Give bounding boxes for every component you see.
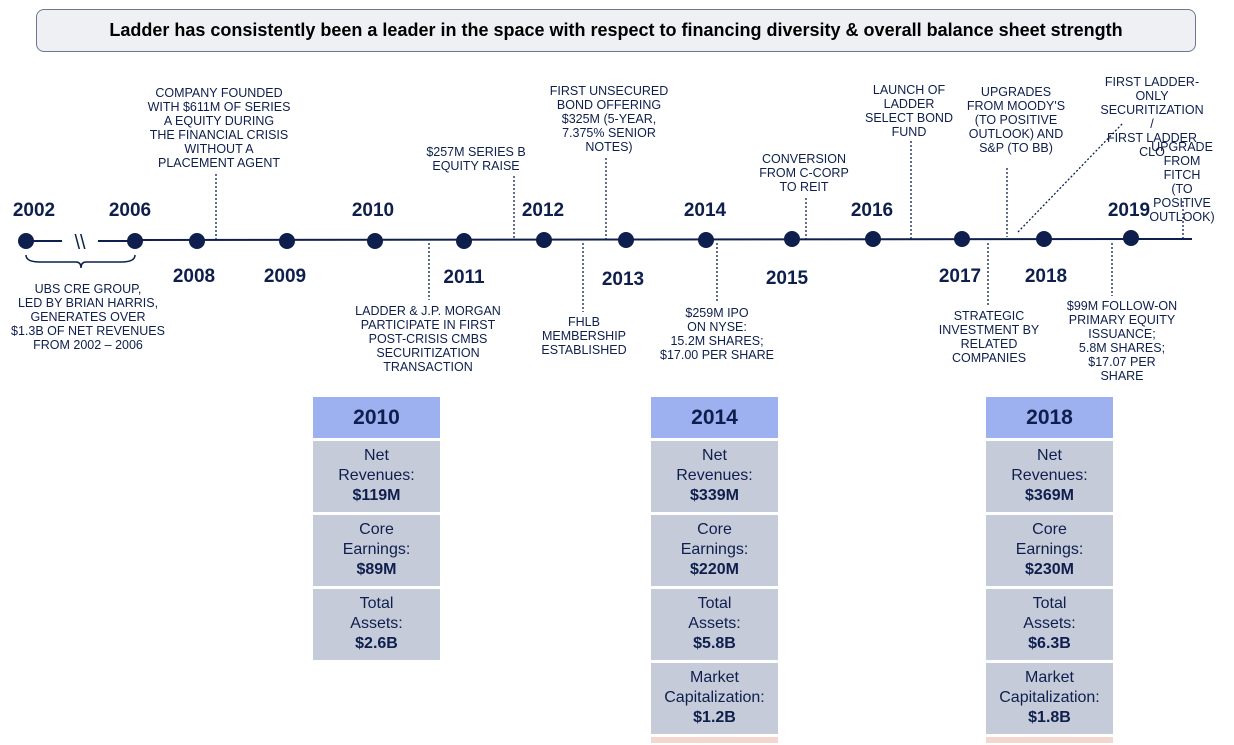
metric-net-revenues: Net Revenues: $339M bbox=[651, 441, 778, 512]
card-year: 2010 bbox=[313, 397, 440, 438]
metric-value: $89M bbox=[356, 561, 397, 578]
metric-net-revenues: Net Revenues: $369M bbox=[986, 441, 1113, 512]
event-ipo: $259M IPO ON NYSE: 15.2M SHARES; $17.00 … bbox=[660, 306, 774, 362]
timeline-main-line bbox=[134, 238, 1193, 241]
metric-net-revenues: Net Revenues: $119M bbox=[313, 441, 440, 512]
year-markers bbox=[18, 230, 1139, 249]
event-unsecured-bond: FIRST UNSECURED BOND OFFERING $325M (5-Y… bbox=[549, 84, 669, 154]
metric-value: $5.8B bbox=[693, 635, 736, 652]
year-label-2014: 2014 bbox=[683, 200, 727, 221]
metric-label: Total Assets: bbox=[1023, 595, 1076, 632]
event-bond-fund: LAUNCH OF LADDER SELECT BOND FUND bbox=[865, 83, 953, 139]
metric-label: Net Revenues: bbox=[676, 447, 753, 484]
year-label-2002: 2002 bbox=[12, 200, 56, 221]
node-2008 bbox=[189, 233, 205, 249]
metric-core-earnings: Core Earnings: $230M bbox=[986, 515, 1113, 586]
node-2013 bbox=[618, 232, 634, 248]
metric-total-assets: Total Assets: $5.8B bbox=[651, 589, 778, 660]
node-2011 bbox=[456, 233, 472, 249]
metrics-card-2010: 2010 Net Revenues: $119M Core Earnings: … bbox=[313, 397, 440, 660]
year-label-2015: 2015 bbox=[765, 268, 809, 289]
event-series-b: $257M SERIES B EQUITY RAISE bbox=[426, 145, 526, 173]
year-label-2018: 2018 bbox=[1024, 266, 1068, 287]
node-2012 bbox=[536, 232, 552, 248]
node-2010 bbox=[367, 233, 383, 249]
timeline-break-mark: \\ bbox=[74, 232, 86, 254]
metric-value: $119M bbox=[352, 487, 401, 504]
card-year: 2014 bbox=[651, 397, 778, 438]
node-2019 bbox=[1123, 230, 1139, 246]
node-2002 bbox=[18, 233, 34, 249]
metric-label: Market Capitalization: bbox=[664, 669, 765, 706]
leader-2018-clo bbox=[1017, 122, 1124, 233]
metric-core-earnings: Core Earnings: $89M bbox=[313, 515, 440, 586]
event-reit-conversion: CONVERSION FROM C-CORP TO REIT bbox=[759, 152, 849, 194]
year-label-2008: 2008 bbox=[172, 266, 216, 287]
node-2018 bbox=[1036, 231, 1052, 247]
period-brace bbox=[25, 254, 136, 269]
metric-label: Market Capitalization: bbox=[999, 669, 1100, 706]
metric-label: Net Revenues: bbox=[338, 447, 415, 484]
metrics-card-2018: 2018 Net Revenues: $369M Core Earnings: … bbox=[986, 397, 1113, 743]
event-rating-upgrades: UPGRADES FROM MOODY'S (TO POSITIVE OUTLO… bbox=[966, 85, 1066, 155]
year-label-2010: 2010 bbox=[351, 200, 395, 221]
metric-label: Core Earnings: bbox=[1015, 521, 1084, 558]
metric-label: Core Earnings: bbox=[342, 521, 411, 558]
node-2014 bbox=[698, 232, 714, 248]
event-fitch-upgrade: UPGRADE FROM FITCH (TO POSITIVE OUTLOOK) bbox=[1149, 140, 1215, 224]
event-first-cmbs: LADDER & J.P. MORGAN PARTICIPATE IN FIRS… bbox=[355, 304, 501, 374]
metric-label: Total Assets: bbox=[688, 595, 741, 632]
metric-label: Net Revenues: bbox=[1011, 447, 1088, 484]
node-2017 bbox=[954, 231, 970, 247]
year-label-2017: 2017 bbox=[938, 266, 982, 287]
headline-text: Ladder has consistently been a leader in… bbox=[109, 20, 1123, 40]
year-label-2009: 2009 bbox=[263, 266, 307, 287]
metric-value: $369M bbox=[1025, 487, 1074, 504]
node-2006 bbox=[127, 233, 143, 249]
event-related-investment: STRATEGIC INVESTMENT BY RELATED COMPANIE… bbox=[938, 309, 1040, 365]
metric-label: Core Earnings: bbox=[680, 521, 749, 558]
metric-value: $2.6B bbox=[355, 635, 398, 652]
metrics-card-2014: 2014 Net Revenues: $339M Core Earnings: … bbox=[651, 397, 778, 743]
metric-total-assets: Total Assets: $6.3B bbox=[986, 589, 1113, 660]
year-label-2011: 2011 bbox=[443, 267, 485, 288]
year-label-2006: 2006 bbox=[108, 200, 152, 221]
card-footer-strip bbox=[986, 737, 1113, 743]
metric-value: $6.3B bbox=[1028, 635, 1071, 652]
metric-label: Total Assets: bbox=[350, 595, 403, 632]
event-company-founded: COMPANY FOUNDED WITH $611M OF SERIES A E… bbox=[147, 86, 291, 170]
metric-core-earnings: Core Earnings: $220M bbox=[651, 515, 778, 586]
node-2016 bbox=[865, 231, 881, 247]
year-label-2016: 2016 bbox=[850, 200, 894, 221]
metric-value: $220M bbox=[690, 561, 739, 578]
metric-value: $230M bbox=[1025, 561, 1074, 578]
event-ladder-clo: FIRST LADDER-ONLY SECURITIZATION / FIRST… bbox=[1100, 75, 1204, 159]
year-label-2012: 2012 bbox=[521, 200, 565, 221]
metric-value: $1.2B bbox=[693, 709, 736, 726]
card-footer-strip bbox=[651, 737, 778, 743]
metric-market-cap: Market Capitalization: $1.2B bbox=[651, 663, 778, 734]
metric-total-assets: Total Assets: $2.6B bbox=[313, 589, 440, 660]
event-leaders bbox=[215, 122, 1184, 312]
node-2009 bbox=[279, 233, 295, 249]
event-ubs-group: UBS CRE GROUP, LED BY BRIAN HARRIS, GENE… bbox=[11, 282, 165, 352]
node-2015 bbox=[784, 231, 800, 247]
metric-value: $339M bbox=[690, 487, 739, 504]
year-label-2019: 2019 bbox=[1107, 200, 1151, 221]
headline-banner: Ladder has consistently been a leader in… bbox=[36, 9, 1196, 52]
metric-market-cap: Market Capitalization: $1.8B bbox=[986, 663, 1113, 734]
event-follow-on: $99M FOLLOW-ON PRIMARY EQUITY ISSUANCE; … bbox=[1066, 299, 1178, 383]
year-label-2013: 2013 bbox=[601, 269, 645, 290]
card-year: 2018 bbox=[986, 397, 1113, 438]
metric-value: $1.8B bbox=[1028, 709, 1071, 726]
timeline-axis: \\ bbox=[18, 122, 1193, 312]
event-fhlb: FHLB MEMBERSHIP ESTABLISHED bbox=[541, 315, 627, 357]
